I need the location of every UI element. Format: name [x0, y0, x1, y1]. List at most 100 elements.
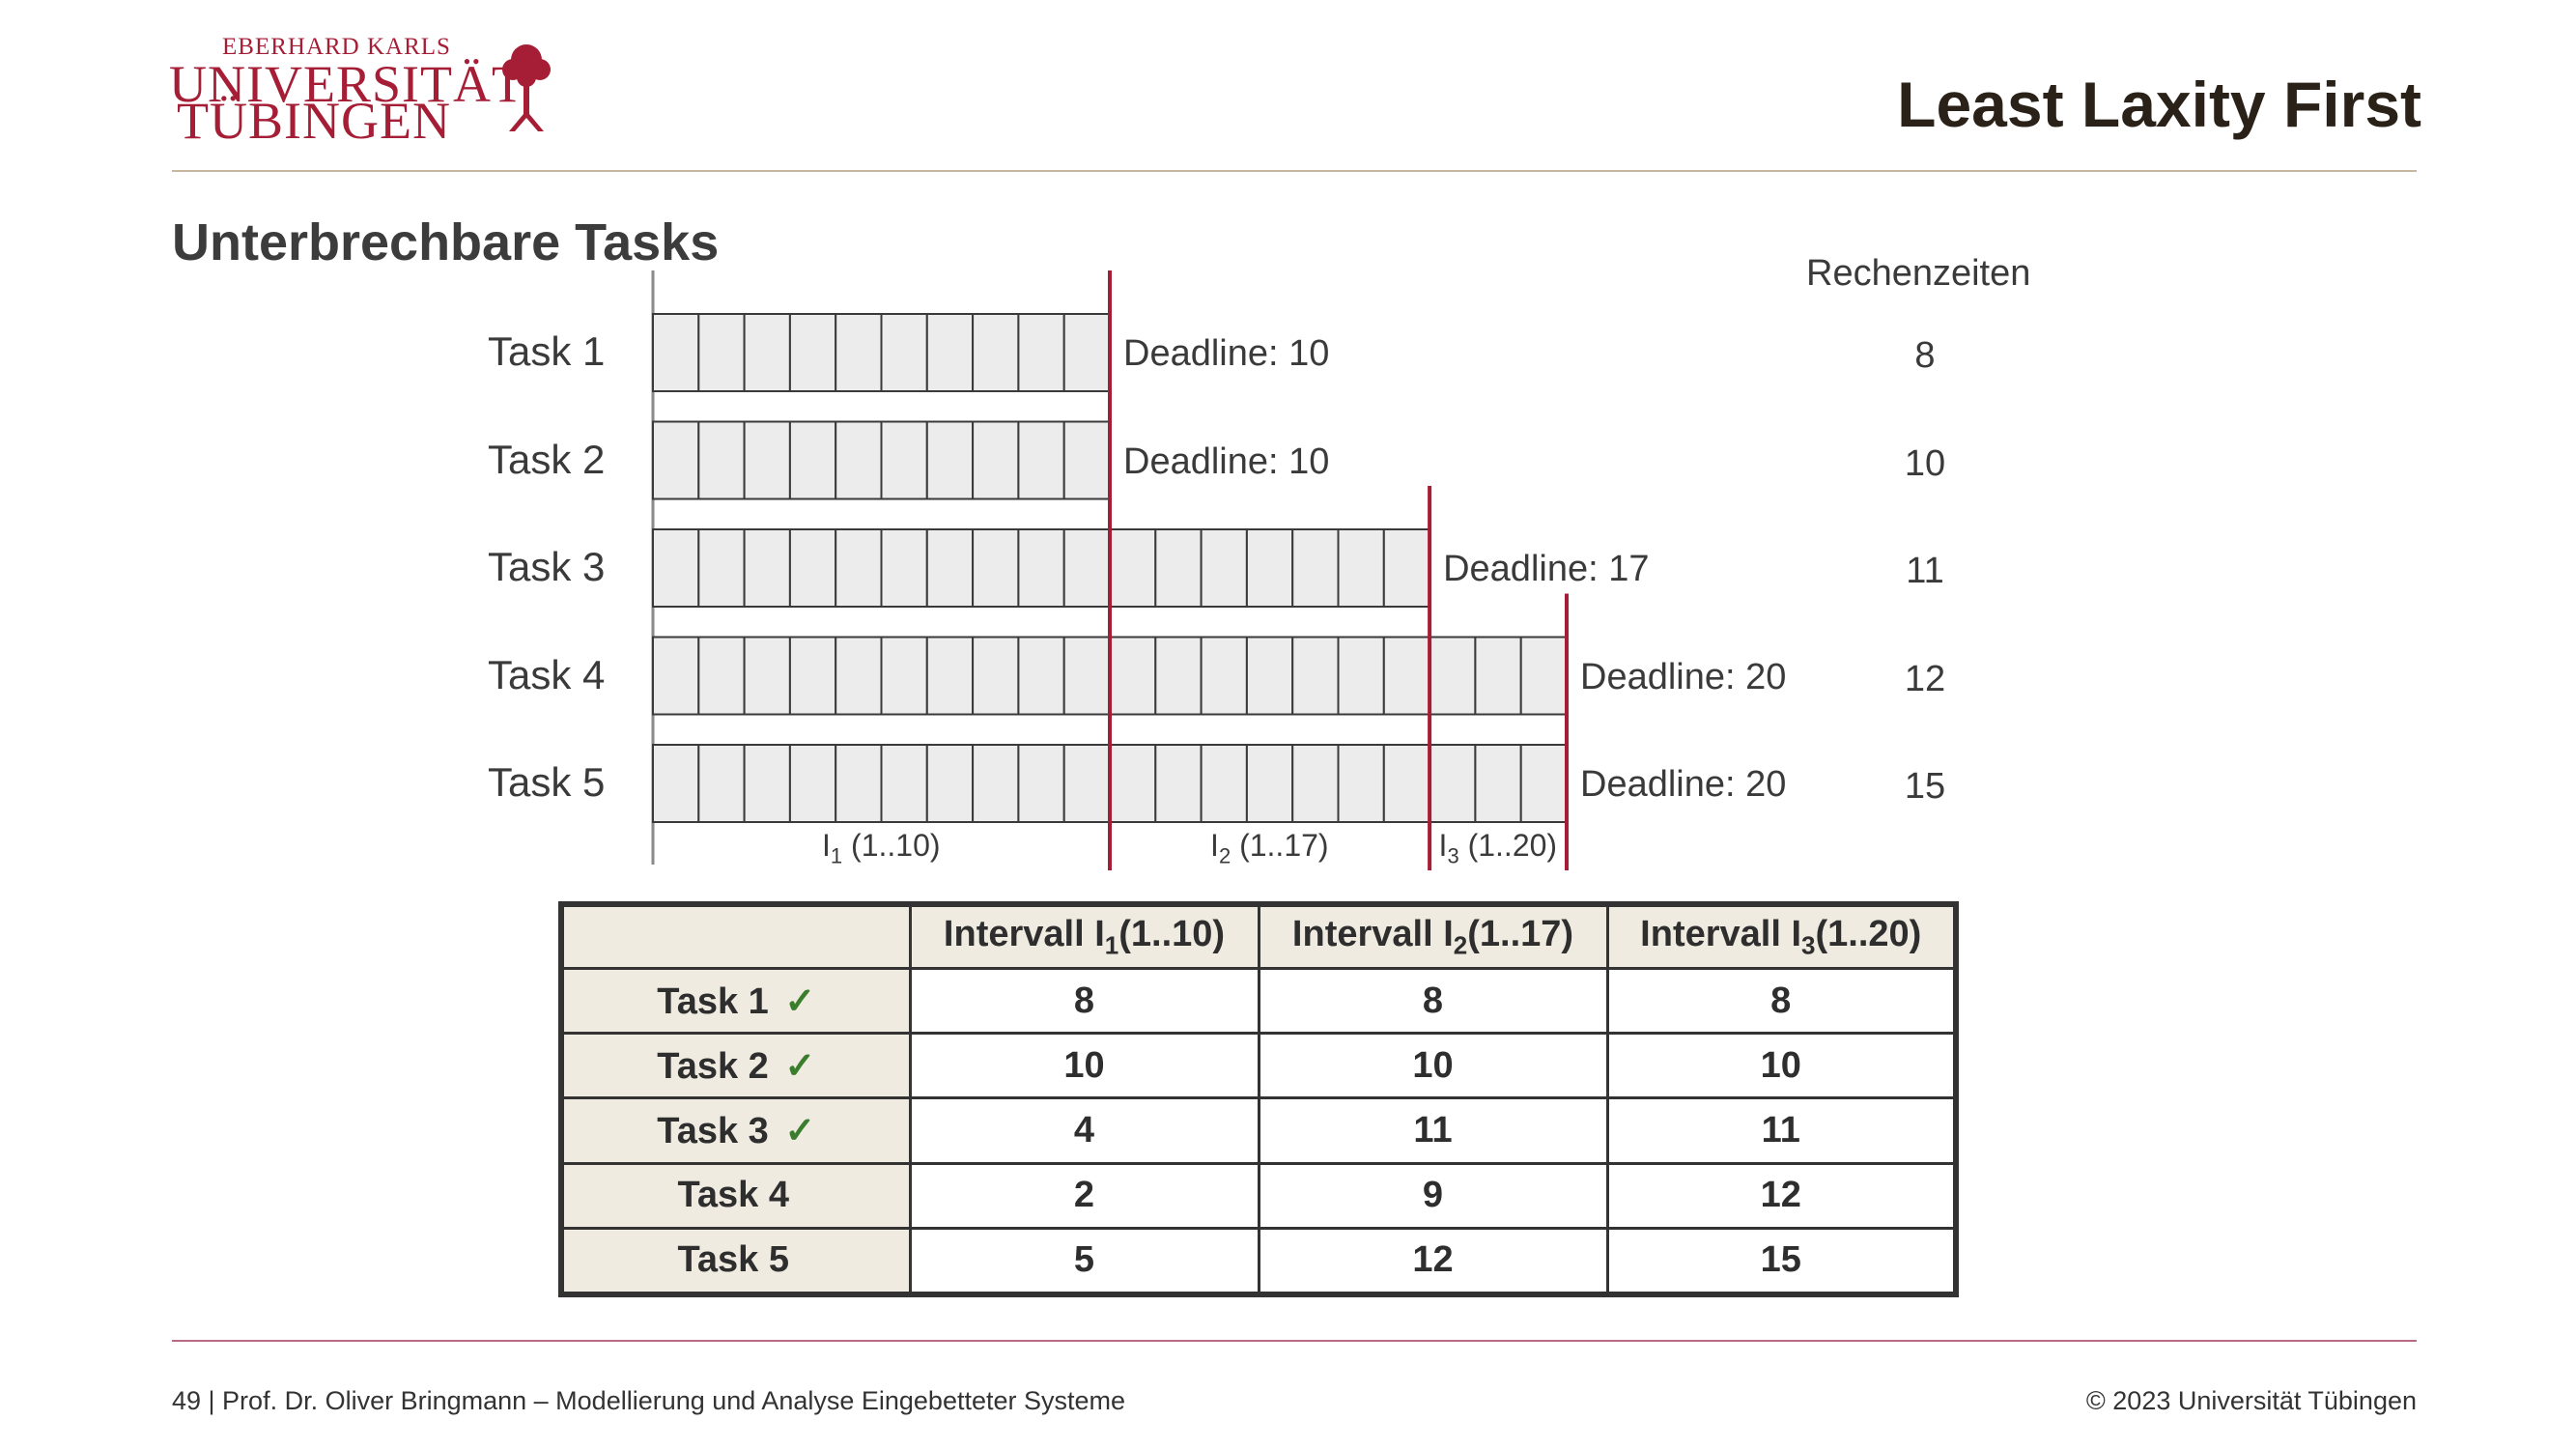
- page-title: Least Laxity First: [1897, 69, 2421, 140]
- time-slot: [697, 528, 746, 608]
- footer-divider: [172, 1340, 2417, 1342]
- table-cell: 10: [908, 1032, 1260, 1100]
- gantt-diagram: [651, 270, 1569, 870]
- time-slot: [835, 636, 883, 716]
- deadline-label-4: Deadline: 20: [1580, 656, 1787, 697]
- table-header-interval-1: Intervall I1(1..10): [908, 902, 1260, 970]
- time-slot: [925, 744, 975, 823]
- time-slot: [1245, 636, 1294, 716]
- time-slot: [1519, 744, 1568, 823]
- time-slot: [652, 420, 700, 500]
- time-slot: [743, 744, 791, 823]
- time-slot: [1200, 744, 1248, 823]
- time-slot: [652, 528, 700, 608]
- time-slot: [1017, 528, 1065, 608]
- table-cell: 5: [908, 1226, 1260, 1296]
- row-header-task-5: Task 5: [559, 1226, 912, 1296]
- computation-time-5: 15: [1904, 766, 1946, 807]
- time-slot: [788, 636, 837, 716]
- time-slot: [1109, 744, 1157, 823]
- check-icon: ✓: [784, 1045, 816, 1087]
- table-header-interval-3: Intervall I3(1..20): [1605, 902, 1958, 970]
- time-slot: [1154, 636, 1203, 716]
- table-cell: 11: [1605, 1096, 1958, 1165]
- time-slot: [972, 636, 1020, 716]
- time-slot: [1062, 636, 1111, 716]
- time-slot: [1429, 636, 1477, 716]
- time-slot: [925, 636, 975, 716]
- table-cell: 4: [908, 1096, 1260, 1165]
- time-slot: [788, 528, 837, 608]
- check-icon: ✓: [784, 980, 816, 1022]
- time-slot: [880, 636, 928, 716]
- time-slot: [788, 313, 837, 392]
- logo-line-tuebingen: TÜBINGEN: [177, 92, 451, 150]
- table-cell: 12: [1257, 1226, 1609, 1296]
- time-slot: [1245, 744, 1294, 823]
- time-slot: [652, 744, 700, 823]
- time-slot: [1154, 744, 1203, 823]
- result-table: Intervall I1(1..10) Intervall I2(1..17) …: [558, 901, 1959, 1297]
- time-slot: [1337, 636, 1385, 716]
- row-header-task-4: Task 4: [559, 1161, 912, 1230]
- time-slot: [1200, 636, 1248, 716]
- table-corner-cell: [559, 902, 912, 970]
- table-cell: 10: [1257, 1032, 1609, 1100]
- time-slot: [652, 636, 700, 716]
- deadline-label-5: Deadline: 20: [1580, 764, 1787, 805]
- palm-tree-icon: [502, 44, 551, 131]
- time-slot: [1382, 636, 1431, 716]
- time-slot: [972, 528, 1020, 608]
- time-slot: [1429, 744, 1477, 823]
- time-slot: [1519, 636, 1568, 716]
- time-slot: [1291, 528, 1340, 608]
- deadline-label-2: Deadline: 10: [1123, 440, 1330, 482]
- time-slot: [1337, 528, 1385, 608]
- deadline-label-1: Deadline: 10: [1123, 333, 1330, 374]
- row-header-task-3: Task 3 ✓: [559, 1096, 912, 1165]
- table-cell: 12: [1605, 1161, 1958, 1230]
- table-header-interval-2: Intervall I2(1..17): [1257, 902, 1609, 970]
- time-slot: [880, 420, 928, 500]
- time-slot: [1245, 528, 1294, 608]
- time-slot: [880, 528, 928, 608]
- interval-label-1: I1 (1..10): [822, 828, 941, 868]
- time-slot: [880, 744, 928, 823]
- time-slot: [835, 420, 883, 500]
- computation-time-1: 8: [1914, 335, 1936, 376]
- time-slot: [925, 420, 975, 500]
- time-slot: [835, 313, 883, 392]
- table-cell: 15: [1605, 1226, 1958, 1296]
- table-row: Task 4 2 9 12: [559, 1161, 1958, 1230]
- interval-label-3: I3 (1..20): [1438, 828, 1558, 868]
- check-icon: ✓: [784, 1110, 816, 1151]
- time-slot: [1291, 636, 1340, 716]
- time-slot: [1017, 420, 1065, 500]
- time-slot: [1109, 528, 1157, 608]
- time-slot: [880, 313, 928, 392]
- table-row: Task 1 ✓ 8 8 8: [559, 966, 1958, 1036]
- computation-time-3: 11: [1906, 551, 1944, 591]
- time-slot: [652, 313, 700, 392]
- table-cell: 8: [1257, 966, 1609, 1036]
- footer-course-info: 49 | Prof. Dr. Oliver Bringmann – Modell…: [172, 1386, 1126, 1415]
- time-slot: [1017, 744, 1065, 823]
- deadline-label-3: Deadline: 17: [1443, 549, 1650, 589]
- time-slot: [1017, 636, 1065, 716]
- time-slot: [1154, 528, 1203, 608]
- time-slot: [743, 528, 791, 608]
- table-cell: 10: [1605, 1032, 1958, 1100]
- time-slot: [743, 313, 791, 392]
- computation-time-2: 10: [1904, 442, 1946, 484]
- time-slot: [697, 313, 746, 392]
- table-cell: 8: [908, 966, 1260, 1036]
- time-slot: [1200, 528, 1248, 608]
- time-slot: [835, 528, 883, 608]
- task-label-4: Task 4: [488, 651, 606, 697]
- time-slot: [743, 420, 791, 500]
- task-label-3: Task 3: [488, 544, 606, 589]
- task-label-5: Task 5: [488, 759, 606, 805]
- time-slot: [1382, 744, 1431, 823]
- time-slot: [697, 636, 746, 716]
- row-header-task-2: Task 2 ✓: [559, 1032, 912, 1100]
